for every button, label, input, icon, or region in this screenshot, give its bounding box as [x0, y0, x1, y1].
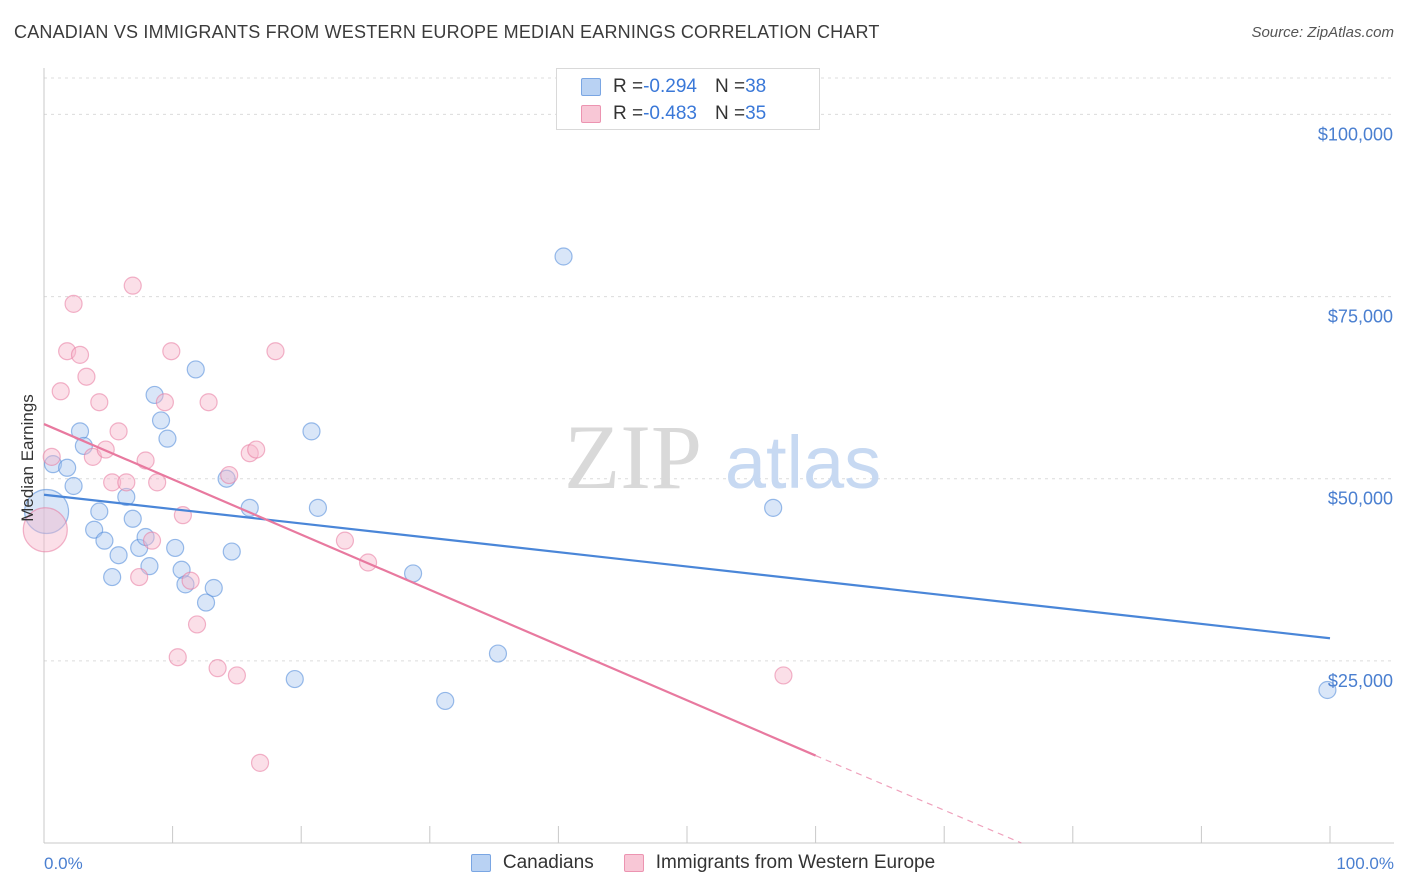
canadians-point	[158, 429, 177, 448]
immigrants-point	[208, 659, 227, 678]
r-value: -0.294	[643, 76, 697, 97]
canadians-point	[64, 476, 83, 496]
r-label: R =	[613, 103, 644, 124]
canadians-trend-line	[43, 493, 1331, 640]
immigrants-point	[22, 507, 68, 553]
legend-item-canadians[interactable]: Canadians	[470, 852, 594, 874]
data-points	[22, 247, 1337, 772]
canadians-point	[90, 502, 109, 521]
chart-title: CANADIAN VS IMMIGRANTS FROM WESTERN EURO…	[14, 22, 880, 42]
canadians-point	[186, 360, 205, 379]
canadians-point	[151, 411, 171, 430]
y-tick-label: $100,000	[1318, 124, 1393, 144]
immigrants-point	[227, 666, 246, 685]
immigrants-point	[199, 393, 218, 412]
immigrants-point	[123, 276, 142, 295]
n-value: 38	[745, 76, 767, 97]
immigrants-point	[247, 440, 266, 459]
canadians-point	[109, 546, 128, 565]
immigrants-point	[136, 451, 155, 470]
immigrants-point	[42, 447, 61, 466]
immigrants-point	[220, 465, 239, 485]
canadians-point	[285, 669, 304, 689]
watermark-atlas: atlas	[725, 421, 881, 504]
legend-item-immigrants[interactable]: Immigrants from Western Europe	[623, 852, 936, 874]
immigrants-point	[77, 367, 96, 386]
canadians-point	[436, 691, 455, 711]
immigrants-point	[64, 294, 83, 313]
axes	[43, 68, 1394, 844]
legend-swatch-pink	[623, 854, 644, 872]
immigrants-point	[162, 342, 181, 361]
watermark-zip: ZIP	[564, 406, 702, 508]
canadians-point	[308, 498, 328, 517]
canadians-point	[222, 542, 241, 561]
gridlines	[44, 77, 1394, 662]
canadians-point	[302, 422, 321, 441]
r-label: R =	[613, 76, 644, 97]
x-tick-label: 100.0%	[1336, 854, 1394, 873]
n-value: 35	[745, 103, 767, 124]
n-label: N =	[714, 76, 746, 97]
immigrants-point	[109, 422, 128, 441]
tick-labels: $25,000 $50,000 $75,000 $100,000 0.0% 100.0%	[44, 124, 1394, 873]
canadians-point	[123, 509, 142, 528]
source-label: Source: ZipAtlas.com	[1251, 24, 1394, 41]
legend-swatch-blue	[470, 854, 491, 872]
immigrants-point	[168, 648, 187, 667]
immigrants-point	[335, 531, 355, 550]
canadians-point	[117, 487, 136, 507]
immigrants-point	[70, 345, 90, 364]
immigrants-trend-extension	[815, 755, 1022, 844]
canadians-point	[103, 567, 122, 587]
watermark: ZIP atlas	[564, 406, 881, 508]
canadians-point	[1318, 680, 1337, 700]
canadians-point	[145, 385, 164, 405]
y-tick-label: $25,000	[1328, 671, 1393, 691]
canadians-point	[240, 498, 259, 517]
legend-row-canadians: R = -0.294 N = 38	[581, 75, 766, 99]
canadians-point	[764, 498, 783, 517]
immigrants-point	[250, 753, 270, 772]
correlation-legend: R = -0.294 N = 38 R = -0.483 N = 35	[556, 68, 820, 130]
y-tick-label: $75,000	[1328, 307, 1393, 327]
canadians-point	[204, 578, 223, 598]
immigrants-point	[266, 342, 285, 361]
immigrants-point	[90, 393, 109, 412]
trend-lines	[43, 423, 1331, 844]
immigrants-point	[51, 382, 70, 401]
legend-row-immigrants: R = -0.483 N = 35	[581, 102, 766, 126]
legend-swatch-pink	[581, 105, 601, 123]
canadians-point	[23, 488, 70, 535]
canadians-point	[166, 538, 185, 558]
immigrants-point	[187, 615, 207, 634]
y-axis-title: Median Earnings	[18, 394, 37, 522]
canadians-point	[43, 455, 63, 474]
x-tick-label: 0.0%	[44, 854, 83, 873]
canadians-point	[196, 593, 216, 612]
immigrants-trend-line	[43, 423, 817, 757]
y-tick-label: $50,000	[1328, 489, 1393, 509]
immigrants-point	[181, 571, 200, 590]
n-label: N =	[714, 103, 746, 124]
immigrants-point	[155, 393, 174, 412]
legend-swatch-blue	[581, 78, 601, 96]
immigrants-point	[103, 473, 122, 492]
immigrants-point	[774, 666, 793, 685]
canadians-point	[95, 531, 114, 550]
canadians-point	[554, 247, 573, 266]
immigrants-point	[117, 473, 136, 492]
canadians-point	[58, 458, 77, 477]
series-legend: Canadians Immigrants from Western Europe	[0, 852, 1406, 874]
immigrants-point	[142, 531, 162, 550]
legend-label-immigrants: Immigrants from Western Europe	[655, 852, 936, 873]
r-value: -0.483	[643, 103, 697, 124]
canadians-point	[488, 644, 508, 663]
legend-label-canadians: Canadians	[502, 852, 594, 873]
immigrants-point	[130, 567, 149, 587]
